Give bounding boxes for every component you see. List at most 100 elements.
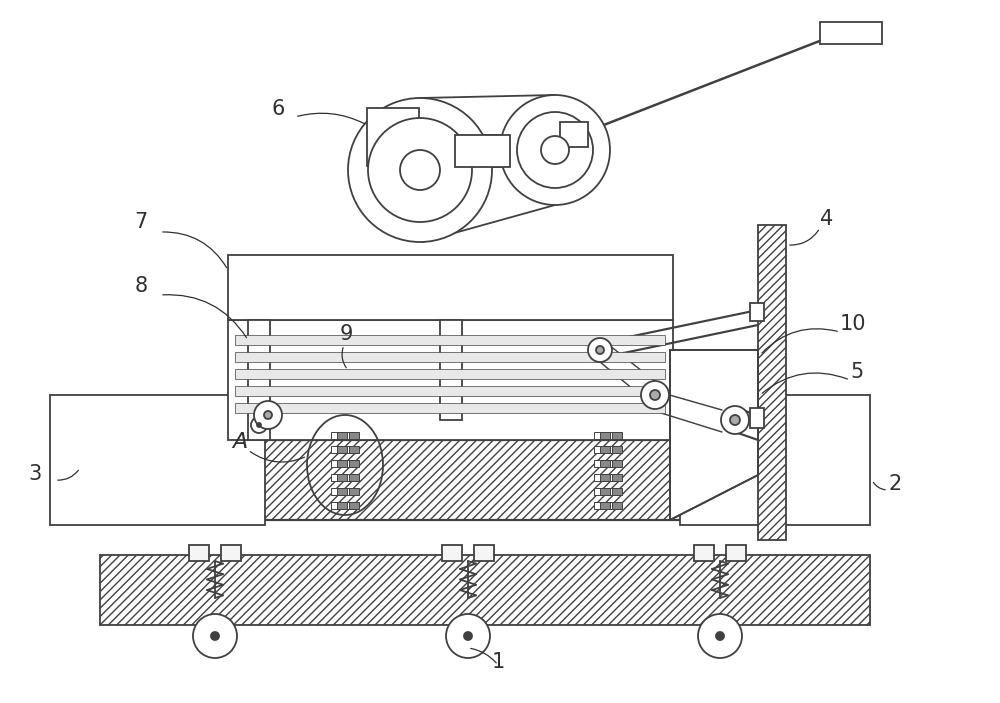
- Bar: [100, 555, 870, 625]
- Bar: [228, 255, 673, 320]
- Bar: [726, 545, 746, 561]
- Circle shape: [596, 346, 604, 354]
- Bar: [331, 488, 341, 495]
- Bar: [594, 460, 604, 467]
- Bar: [343, 446, 353, 453]
- Bar: [600, 502, 610, 509]
- Bar: [343, 488, 353, 495]
- Bar: [50, 395, 265, 525]
- Bar: [750, 303, 764, 321]
- Bar: [221, 545, 241, 561]
- Circle shape: [193, 614, 237, 658]
- Bar: [235, 386, 665, 396]
- Bar: [606, 446, 616, 453]
- Bar: [612, 432, 622, 439]
- Bar: [235, 335, 665, 345]
- Circle shape: [721, 406, 749, 434]
- Bar: [560, 122, 588, 147]
- Bar: [612, 488, 622, 495]
- Bar: [612, 502, 622, 509]
- Text: 5: 5: [850, 362, 863, 382]
- Bar: [235, 403, 665, 413]
- Circle shape: [257, 423, 261, 427]
- Circle shape: [264, 411, 272, 419]
- Bar: [228, 320, 673, 440]
- Circle shape: [730, 415, 740, 425]
- Text: 2: 2: [888, 474, 901, 494]
- Bar: [248, 320, 270, 440]
- Bar: [612, 460, 622, 467]
- Bar: [349, 432, 359, 439]
- Bar: [442, 545, 462, 561]
- Bar: [349, 460, 359, 467]
- Bar: [343, 460, 353, 467]
- Bar: [612, 474, 622, 481]
- Bar: [337, 502, 347, 509]
- Bar: [750, 408, 764, 428]
- Bar: [337, 474, 347, 481]
- Circle shape: [348, 98, 492, 242]
- Bar: [455, 135, 510, 167]
- Circle shape: [400, 150, 440, 190]
- Circle shape: [541, 136, 569, 164]
- Text: 1: 1: [491, 652, 505, 672]
- Circle shape: [517, 112, 593, 188]
- Bar: [349, 502, 359, 509]
- Bar: [680, 395, 870, 525]
- Text: 6: 6: [272, 99, 285, 119]
- Bar: [337, 432, 347, 439]
- Bar: [235, 352, 665, 362]
- Bar: [600, 474, 610, 481]
- Circle shape: [251, 417, 267, 433]
- Bar: [189, 545, 209, 561]
- Bar: [694, 545, 714, 561]
- Bar: [331, 432, 341, 439]
- Bar: [235, 369, 665, 379]
- Circle shape: [698, 614, 742, 658]
- Circle shape: [464, 632, 472, 640]
- Bar: [600, 488, 610, 495]
- Bar: [820, 22, 882, 44]
- Bar: [349, 446, 359, 453]
- Polygon shape: [670, 350, 758, 520]
- Text: 10: 10: [840, 314, 866, 334]
- Text: 3: 3: [29, 464, 42, 484]
- Circle shape: [588, 338, 612, 362]
- Bar: [600, 460, 610, 467]
- Bar: [594, 474, 604, 481]
- Bar: [331, 474, 341, 481]
- Circle shape: [500, 95, 610, 205]
- Bar: [594, 446, 604, 453]
- Bar: [758, 225, 786, 540]
- Bar: [343, 432, 353, 439]
- Bar: [367, 108, 419, 166]
- Bar: [150, 440, 765, 520]
- Bar: [606, 474, 616, 481]
- Bar: [337, 488, 347, 495]
- Bar: [474, 545, 494, 561]
- Bar: [349, 488, 359, 495]
- Bar: [612, 446, 622, 453]
- Text: 9: 9: [340, 324, 353, 344]
- Bar: [337, 446, 347, 453]
- Bar: [343, 502, 353, 509]
- Text: A: A: [232, 432, 247, 452]
- Circle shape: [254, 401, 282, 429]
- Circle shape: [641, 381, 669, 409]
- Text: 8: 8: [135, 276, 148, 296]
- Circle shape: [650, 390, 660, 400]
- Bar: [594, 502, 604, 509]
- Bar: [600, 446, 610, 453]
- Bar: [331, 502, 341, 509]
- Bar: [594, 488, 604, 495]
- Bar: [606, 502, 616, 509]
- Polygon shape: [670, 350, 758, 520]
- Bar: [606, 488, 616, 495]
- Circle shape: [716, 632, 724, 640]
- Circle shape: [446, 614, 490, 658]
- Circle shape: [368, 118, 472, 222]
- Bar: [440, 320, 462, 420]
- Bar: [594, 432, 604, 439]
- Text: 4: 4: [820, 209, 833, 229]
- Bar: [337, 460, 347, 467]
